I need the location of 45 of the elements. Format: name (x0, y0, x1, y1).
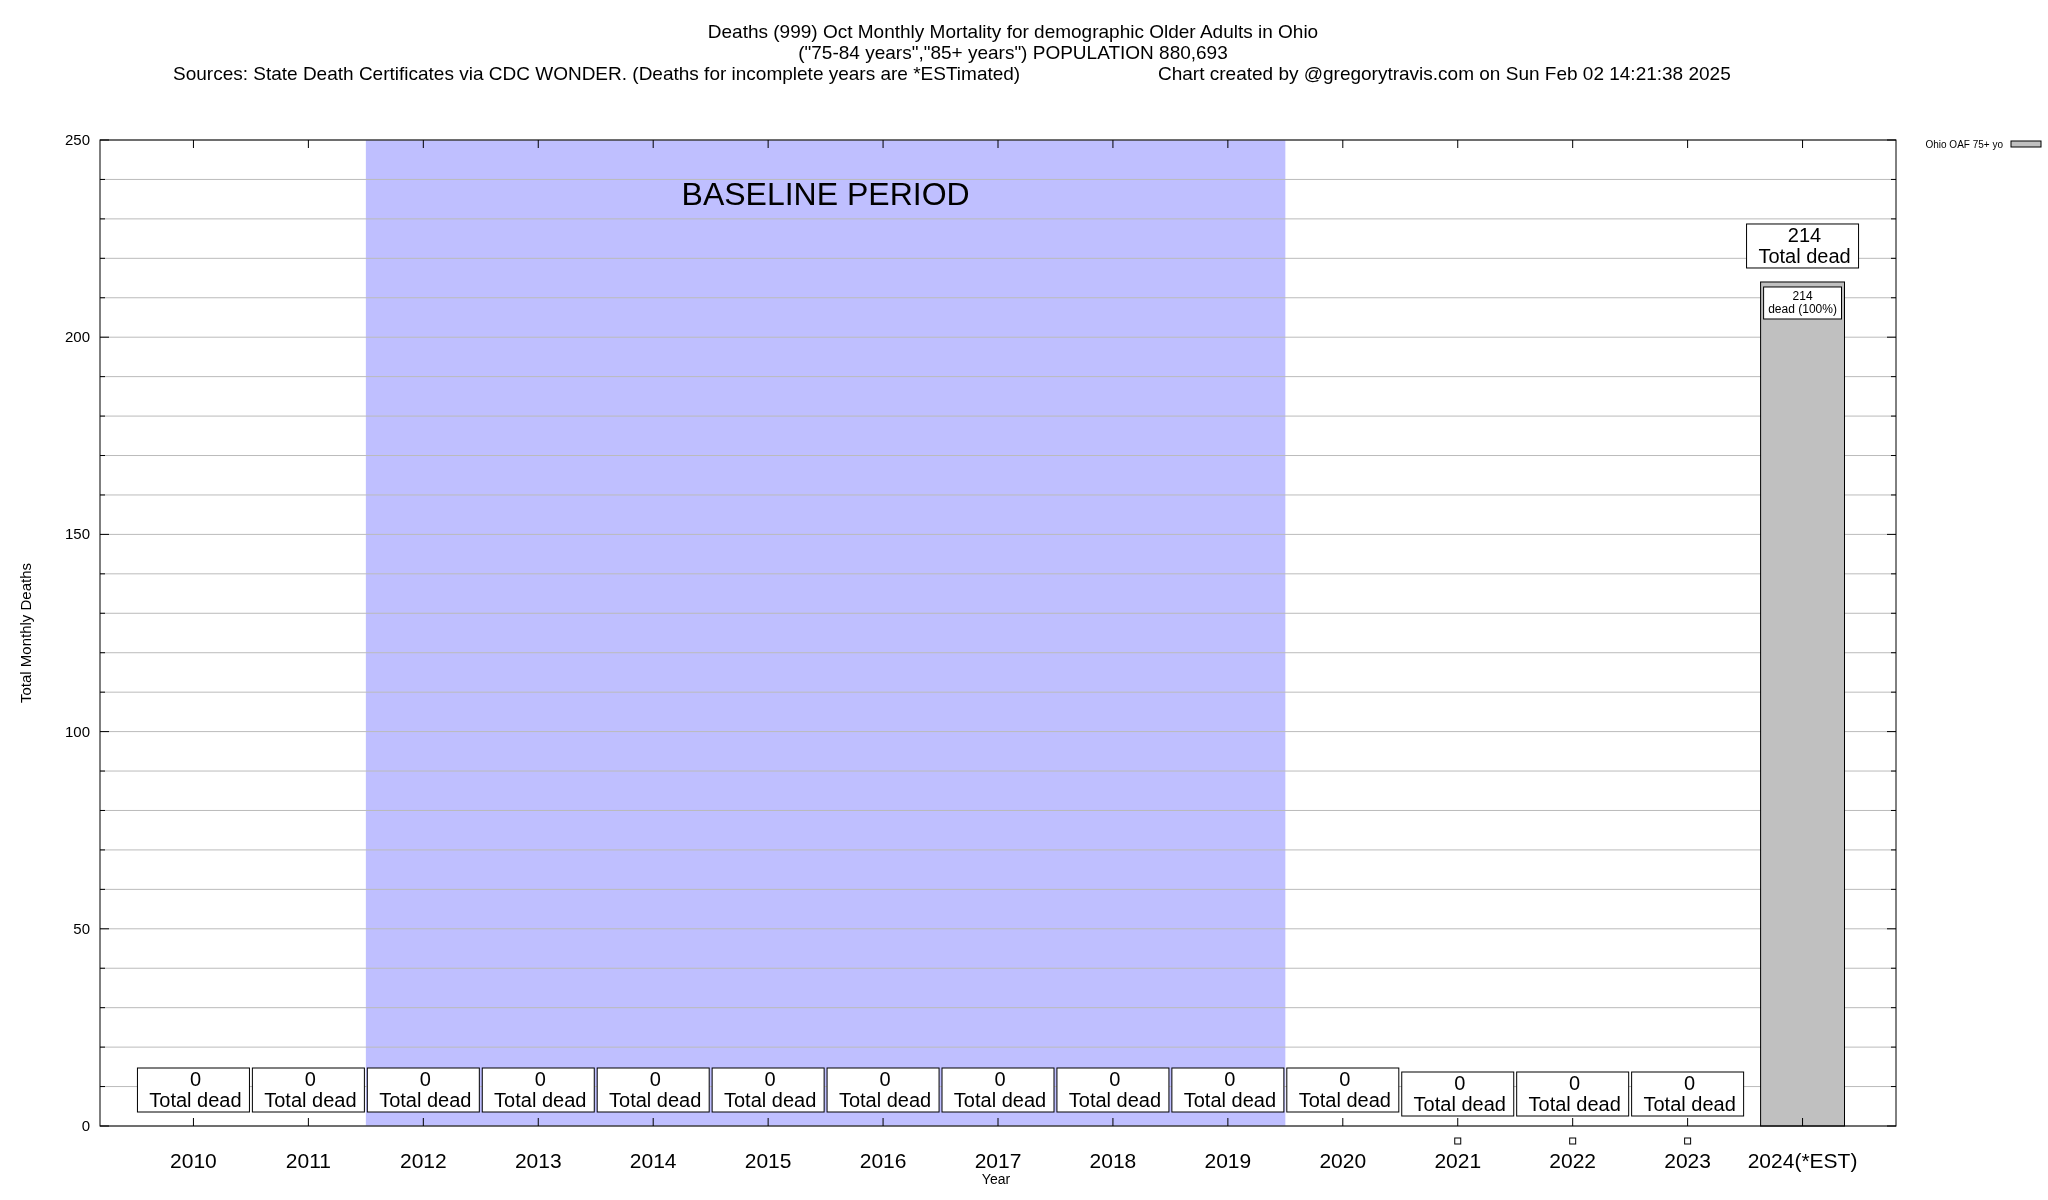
x-tick-label: 2013 (514, 1149, 562, 1172)
x-tick-label: 2014 (629, 1149, 677, 1172)
x-tick-label: 2018 (1089, 1149, 1137, 1172)
total-label: 0 Total dead (1413, 1072, 1506, 1115)
text: Chart created by @gregorytravis.com on Sun Feb 02 14:21:38 2025 (1158, 63, 1731, 84)
x-tick-label: 2016 (859, 1149, 907, 1172)
source-note: Sources: State Death Certificates via CDC WONDER. (Deaths for incomplete years are *ESTimated) (173, 63, 1021, 84)
x-tick-label: 2010 (170, 1149, 217, 1172)
total-label: 214 Total dead (1758, 223, 1851, 267)
total-label: 0 Total dead (264, 1068, 357, 1111)
y-axis-title: Total Monthly Deaths (17, 562, 34, 704)
x-axis-title: Year (981, 1171, 1011, 1187)
chart-title: Deaths (999) Oct Monthly Mortality for demographic Older Adults in Ohio (707, 21, 1319, 42)
x-tick-label: 2012 (399, 1149, 447, 1172)
total-label: 0 Total dead (609, 1068, 702, 1111)
chart-subtitle: ("75-84 years","85+ years") POPULATION 880,693 (798, 42, 1228, 63)
x-tick-label: 2020 (1319, 1149, 1367, 1172)
y-tick-label: 50 (73, 919, 90, 937)
x-tick-label: 2021 (1434, 1149, 1482, 1172)
total-label: 0 Total dead (1528, 1072, 1621, 1115)
total-label: 0 Total dead (953, 1068, 1047, 1111)
legend-label: Ohio OAF 75+ yo (1925, 139, 2004, 150)
y-tick-label: 0 (81, 1117, 90, 1134)
total-label: 0 Total dead (149, 1068, 242, 1111)
x-tick-label: 2015 (744, 1149, 792, 1172)
y-tick-label: 100 (64, 722, 90, 740)
total-label: 0 Total dead (1068, 1068, 1162, 1111)
total-label: 0 Total dead (1183, 1068, 1277, 1111)
x-tick-label: 2023 (1664, 1149, 1711, 1172)
total-label: 0 Total dead (379, 1068, 472, 1111)
y-tick-label: 200 (64, 328, 90, 346)
total-label: 0 Total dead (494, 1068, 587, 1111)
total-label: 0 Total dead (1298, 1068, 1391, 1111)
total-label: 0 Total dead (1643, 1072, 1736, 1115)
x-tick-label: 2011 (285, 1149, 331, 1172)
total-label: 0 Total dead (838, 1068, 932, 1111)
x-tick-label: 2017 (974, 1149, 1022, 1172)
band-label: BASELINE PERIOD (681, 176, 970, 212)
y-tick-label: 150 (64, 525, 90, 543)
total-label: 0 Total dead (723, 1068, 817, 1111)
x-tick-label: 2022 (1549, 1149, 1597, 1172)
x-tick-label: 2024(*EST) (1747, 1149, 1858, 1172)
x-tick-label: 2019 (1204, 1149, 1252, 1172)
y-tick-label: 250 (64, 131, 90, 148)
data-label: 214 dead (100%) (1768, 288, 1837, 316)
